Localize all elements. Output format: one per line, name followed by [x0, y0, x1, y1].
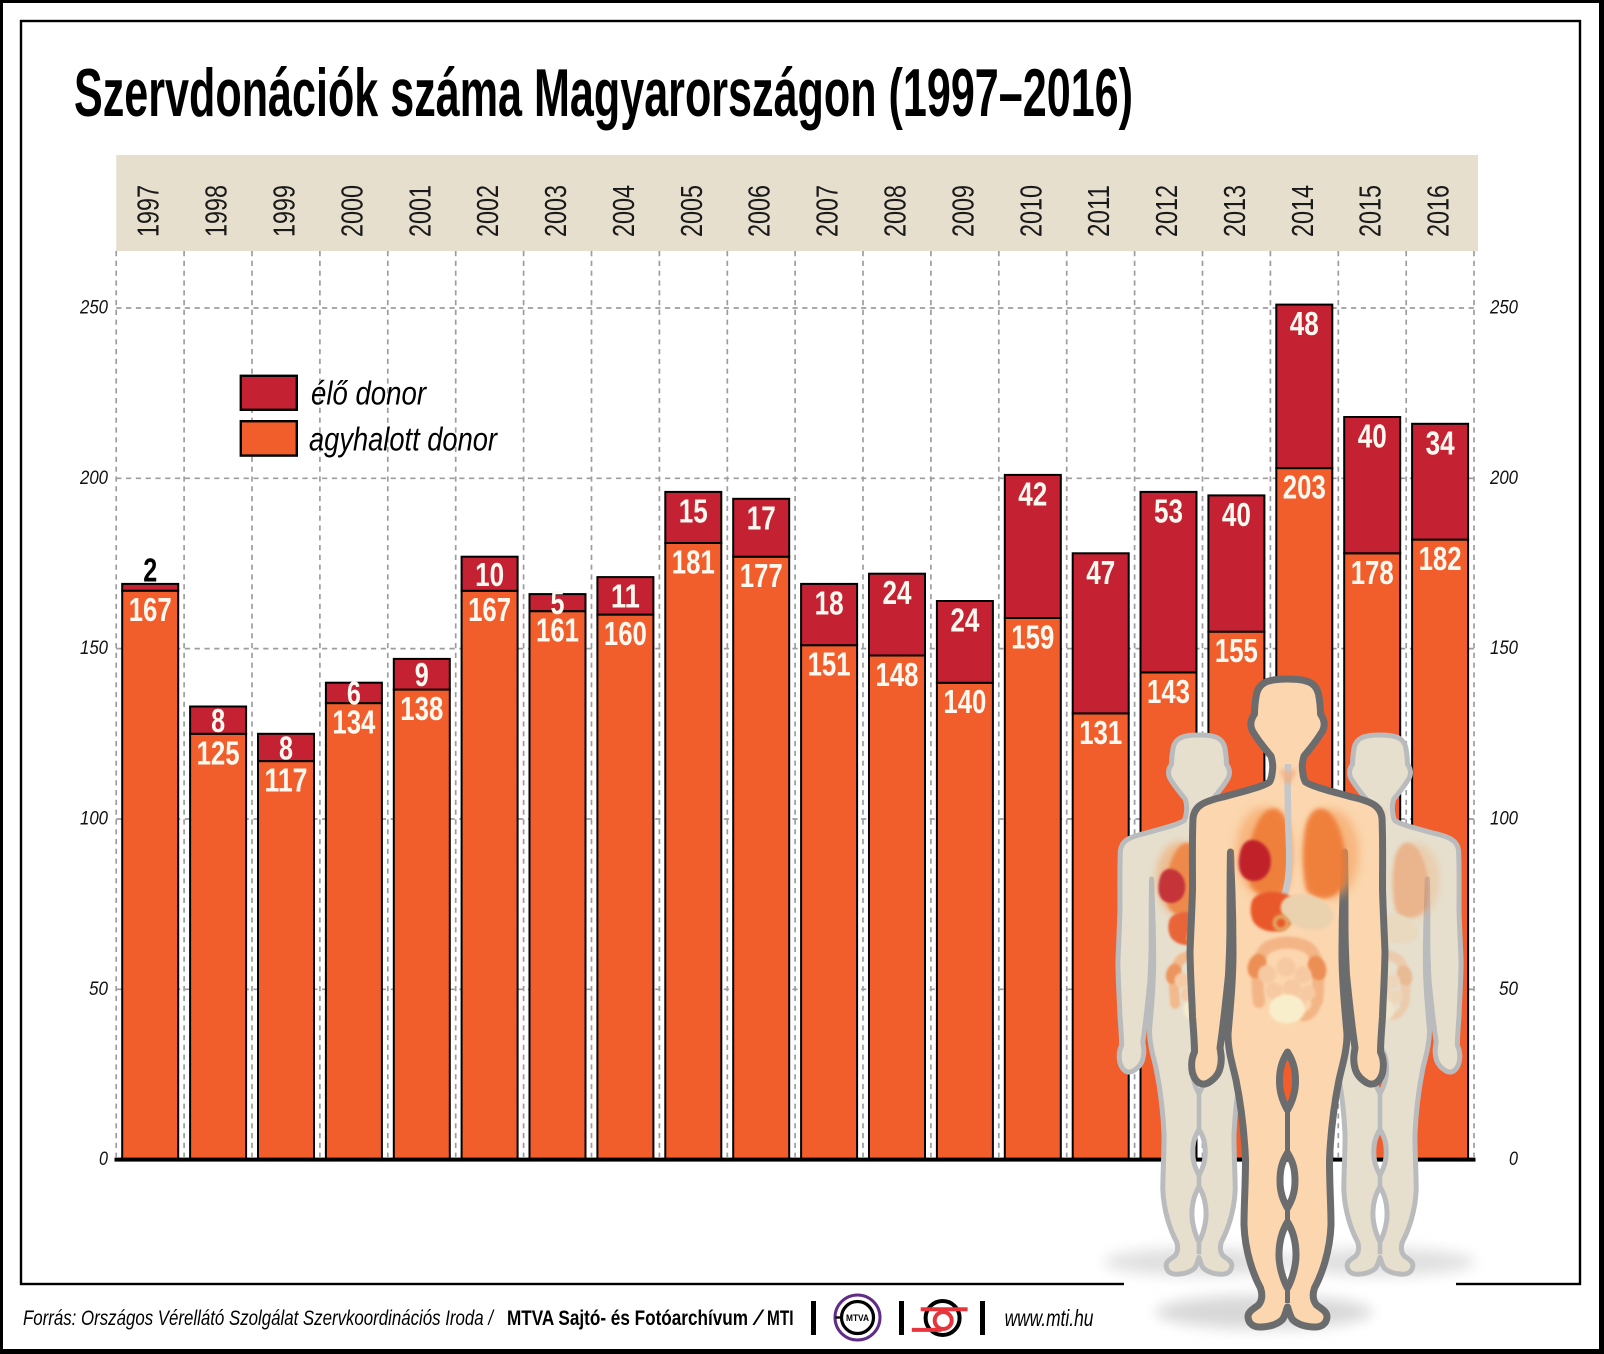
svg-text:www.mti.hu: www.mti.hu — [1005, 1305, 1094, 1331]
svg-text:18: 18 — [815, 585, 844, 622]
svg-text:40: 40 — [1222, 497, 1251, 534]
svg-text:159: 159 — [1011, 620, 1054, 657]
svg-text:10: 10 — [475, 557, 504, 594]
svg-text:167: 167 — [129, 592, 172, 629]
svg-text:MTVA Sajtó- és Fotóarchívum: MTVA Sajtó- és Fotóarchívum — [507, 1307, 748, 1330]
svg-text:1998: 1998 — [199, 185, 234, 237]
svg-text:134: 134 — [332, 705, 375, 742]
svg-text:200: 200 — [79, 468, 108, 489]
svg-text:250: 250 — [1489, 298, 1518, 319]
svg-text:161: 161 — [536, 613, 579, 650]
svg-text:2013: 2013 — [1217, 185, 1252, 237]
svg-text:MTI: MTI — [767, 1307, 794, 1330]
svg-text:2000: 2000 — [334, 185, 369, 237]
svg-text:1997: 1997 — [131, 185, 166, 237]
svg-text:140: 140 — [943, 684, 986, 721]
svg-text:125: 125 — [197, 735, 240, 772]
svg-text:2005: 2005 — [674, 185, 709, 237]
svg-text:24: 24 — [883, 575, 912, 612]
svg-text:50: 50 — [1499, 979, 1518, 1000]
svg-text:2007: 2007 — [810, 185, 845, 237]
svg-text:203: 203 — [1283, 470, 1326, 507]
svg-text:2001: 2001 — [402, 185, 437, 237]
svg-text:150: 150 — [80, 638, 108, 659]
svg-text:155: 155 — [1215, 633, 1258, 670]
svg-text:6: 6 — [347, 675, 361, 712]
svg-text:9: 9 — [415, 657, 429, 694]
svg-text:117: 117 — [265, 763, 308, 800]
svg-text:Szervdonációk száma Magyarorsz: Szervdonációk száma Magyarországon (1997… — [74, 56, 1133, 131]
svg-text:0: 0 — [99, 1149, 108, 1170]
svg-text:2011: 2011 — [1081, 185, 1116, 237]
svg-text:15: 15 — [679, 493, 708, 530]
svg-text:8: 8 — [211, 703, 225, 740]
svg-text:2014: 2014 — [1285, 185, 1320, 237]
svg-text:151: 151 — [808, 647, 851, 684]
svg-text:148: 148 — [876, 657, 919, 694]
svg-text:150: 150 — [1490, 638, 1518, 659]
svg-text:2002: 2002 — [470, 185, 505, 237]
svg-text:MTVA: MTVA — [846, 1313, 869, 1323]
svg-text:2008: 2008 — [878, 185, 913, 237]
svg-text:24: 24 — [950, 603, 979, 640]
svg-text:/: / — [751, 1307, 765, 1330]
svg-text:8: 8 — [279, 730, 293, 767]
svg-text:2016: 2016 — [1421, 185, 1456, 237]
svg-text:2012: 2012 — [1149, 185, 1184, 237]
svg-text:2009: 2009 — [945, 185, 980, 237]
svg-text:2006: 2006 — [742, 185, 777, 237]
svg-text:100: 100 — [80, 809, 108, 830]
svg-text:0: 0 — [1509, 1149, 1518, 1170]
svg-text:17: 17 — [747, 500, 776, 537]
svg-text:167: 167 — [468, 592, 511, 629]
svg-text:131: 131 — [1079, 715, 1122, 752]
svg-text:53: 53 — [1154, 493, 1183, 530]
svg-text:élő donor: élő donor — [311, 374, 428, 411]
svg-text:48: 48 — [1290, 306, 1319, 343]
svg-text:2003: 2003 — [538, 185, 573, 237]
svg-text:1999: 1999 — [267, 185, 302, 237]
svg-text:100: 100 — [1490, 809, 1518, 830]
svg-text:160: 160 — [604, 616, 647, 653]
svg-text:250: 250 — [79, 298, 108, 319]
svg-text:34: 34 — [1426, 425, 1455, 462]
svg-text:47: 47 — [1086, 555, 1115, 592]
svg-text:177: 177 — [740, 558, 783, 595]
svg-text:2004: 2004 — [606, 185, 641, 237]
svg-text:2: 2 — [143, 552, 157, 589]
svg-text:50: 50 — [89, 979, 108, 1000]
svg-text:181: 181 — [672, 545, 715, 582]
svg-text:5: 5 — [551, 585, 565, 622]
svg-text:143: 143 — [1147, 674, 1190, 711]
svg-text:11: 11 — [611, 579, 640, 616]
svg-text:2015: 2015 — [1353, 185, 1388, 237]
svg-text:2010: 2010 — [1013, 185, 1048, 237]
svg-text:182: 182 — [1419, 541, 1462, 578]
svg-text:40: 40 — [1358, 419, 1387, 456]
svg-text:138: 138 — [400, 691, 443, 728]
svg-text:Forrás: Országos Vérellátó Szo: Forrás: Országos Vérellátó Szolgálat Sze… — [23, 1307, 495, 1330]
svg-text:agyhalott donor: agyhalott donor — [309, 420, 499, 457]
svg-text:200: 200 — [1489, 468, 1518, 489]
svg-text:178: 178 — [1351, 555, 1394, 592]
svg-text:42: 42 — [1018, 476, 1047, 513]
